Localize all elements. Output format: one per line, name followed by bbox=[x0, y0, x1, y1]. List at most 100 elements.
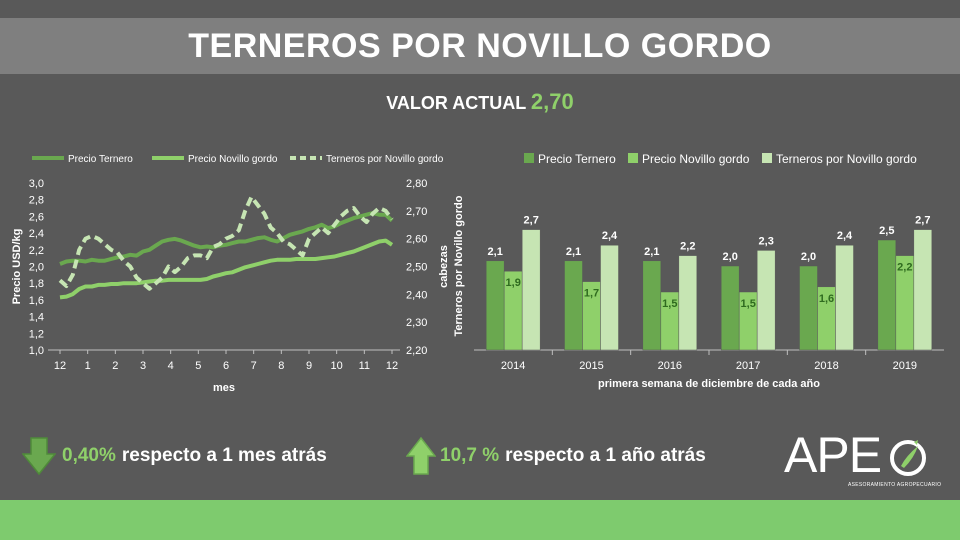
year-change: 10,7 % respecto a 1 año atrás bbox=[406, 436, 706, 476]
bar-label-1: 1,7 bbox=[584, 288, 599, 300]
bar-label-0: 2,1 bbox=[488, 246, 503, 258]
month-change-text: respecto a 1 mes atrás bbox=[121, 445, 327, 466]
bar-0 bbox=[485, 260, 505, 351]
title-bar: TERNEROS POR NOVILLO GORDO bbox=[0, 18, 960, 74]
x-axis-label: mes bbox=[213, 382, 235, 394]
bar-0 bbox=[720, 265, 740, 351]
bar-2 bbox=[835, 244, 854, 351]
logo-text: APE bbox=[784, 427, 882, 483]
legend-swatch-2 bbox=[762, 153, 772, 163]
x-tick-label: 2015 bbox=[579, 360, 603, 372]
legend-swatch-1 bbox=[628, 153, 638, 163]
year-change-value: 10,7 % bbox=[440, 445, 500, 466]
x-tick-label: 11 bbox=[359, 360, 370, 372]
y2-axis-label: cabezas bbox=[438, 245, 450, 288]
y-axis-label: Precio USD/kg bbox=[11, 229, 23, 305]
bar-0 bbox=[877, 239, 897, 351]
month-change-value: 0,40% bbox=[62, 445, 116, 466]
bar-label-1: 1,9 bbox=[506, 277, 521, 289]
year-change-text: respecto a 1 año atrás bbox=[505, 445, 706, 466]
month-change: 0,40% respecto a 1 mes atrás bbox=[22, 436, 327, 476]
y-axis-label: Terneros por Novillo gordo bbox=[453, 195, 465, 336]
legend-swatch-0 bbox=[524, 153, 534, 163]
x-tick-label: 12 bbox=[386, 360, 398, 372]
x-tick-label: 2017 bbox=[736, 360, 760, 372]
bar-0 bbox=[642, 260, 662, 351]
x-tick-label: 4 bbox=[168, 360, 174, 372]
logo-globe-icon bbox=[890, 440, 926, 476]
y2-tick-label: 2,70 bbox=[406, 206, 427, 218]
x-tick-label: 12 bbox=[54, 360, 66, 372]
legend-label-0: Precio Ternero bbox=[538, 152, 616, 166]
footer-bar bbox=[0, 500, 960, 540]
y2-tick-label: 2,20 bbox=[406, 345, 427, 357]
y-tick-label: 2,8 bbox=[29, 195, 44, 207]
x-tick-label: 2018 bbox=[814, 360, 838, 372]
bar-label-1: 2,2 bbox=[897, 262, 912, 274]
bar-label-0: 2,0 bbox=[723, 251, 738, 263]
x-axis-label: primera semana de diciembre de cada año bbox=[598, 378, 820, 390]
y-tick-label: 1,0 bbox=[29, 345, 44, 357]
x-tick-label: 2 bbox=[112, 360, 118, 372]
series-line-2 bbox=[58, 194, 394, 291]
y-tick-label: 2,4 bbox=[29, 228, 44, 240]
y-tick-label: 2,6 bbox=[29, 211, 44, 223]
x-tick-label: 2016 bbox=[658, 360, 682, 372]
y-tick-label: 3,0 bbox=[29, 178, 44, 190]
legend-label-2: Terneros por Novillo gordo bbox=[326, 154, 444, 165]
current-value: VALOR ACTUAL 2,70 bbox=[0, 89, 960, 115]
bar-label-0: 2,1 bbox=[644, 246, 659, 258]
bar-label-2: 2,2 bbox=[680, 241, 695, 253]
x-tick-label: 8 bbox=[278, 360, 284, 372]
bar-2 bbox=[756, 250, 776, 351]
current-value-label: VALOR ACTUAL bbox=[386, 93, 526, 113]
y-tick-label: 1,8 bbox=[29, 278, 44, 290]
x-tick-label: 2014 bbox=[501, 360, 525, 372]
y-tick-label: 2,2 bbox=[29, 245, 44, 257]
legend-label-1: Precio Novillo gordo bbox=[188, 154, 278, 165]
legend-label-1: Precio Novillo gordo bbox=[642, 152, 750, 166]
page-title: TERNEROS POR NOVILLO GORDO bbox=[188, 26, 772, 65]
bar-label-2: 2,7 bbox=[915, 215, 930, 227]
y2-tick-label: 2,50 bbox=[406, 262, 427, 274]
bar-label-2: 2,4 bbox=[602, 230, 618, 242]
y-tick-label: 2,0 bbox=[29, 262, 44, 274]
x-tick-label: 2019 bbox=[893, 360, 917, 372]
y2-tick-label: 2,30 bbox=[406, 317, 427, 329]
bar-label-0: 2,5 bbox=[879, 225, 894, 237]
y2-tick-label: 2,80 bbox=[406, 178, 427, 190]
bar-0 bbox=[564, 260, 583, 351]
legend-label-2: Terneros por Novillo gordo bbox=[776, 152, 917, 166]
y-tick-label: 1,2 bbox=[29, 328, 44, 340]
bar-label-2: 2,4 bbox=[837, 230, 853, 242]
up-arrow-icon bbox=[406, 436, 436, 475]
logo: APE ASESORAMIENTO AGROPECUARIO bbox=[784, 427, 941, 495]
y-tick-label: 1,6 bbox=[29, 295, 44, 307]
logo-subtitle: ASESORAMIENTO AGROPECUARIO bbox=[848, 482, 942, 488]
y-tick-label: 1,4 bbox=[29, 312, 44, 324]
legend-label-0: Precio Ternero bbox=[68, 154, 133, 165]
bar-label-1: 1,6 bbox=[819, 293, 834, 305]
bar-label-2: 2,7 bbox=[524, 215, 539, 227]
bar-label-0: 2,1 bbox=[566, 246, 581, 258]
bar-label-2: 2,3 bbox=[759, 235, 774, 247]
x-tick-label: 7 bbox=[251, 360, 257, 372]
bar-2 bbox=[521, 229, 541, 351]
bar-0 bbox=[799, 265, 818, 351]
bar-2 bbox=[678, 255, 698, 351]
x-tick-label: 9 bbox=[306, 360, 312, 372]
series-line-1 bbox=[59, 238, 394, 300]
y2-tick-label: 2,40 bbox=[406, 289, 427, 301]
bar-label-1: 1,5 bbox=[741, 298, 756, 310]
bar-label-1: 1,5 bbox=[662, 298, 677, 310]
x-tick-label: 5 bbox=[195, 360, 201, 372]
current-value-amount: 2,70 bbox=[530, 89, 574, 114]
x-tick-label: 10 bbox=[331, 360, 343, 372]
x-tick-label: 1 bbox=[85, 360, 91, 372]
y2-tick-label: 2,60 bbox=[406, 234, 427, 246]
down-arrow-icon bbox=[22, 437, 56, 476]
x-tick-label: 3 bbox=[140, 360, 146, 372]
bar-2 bbox=[600, 244, 619, 351]
